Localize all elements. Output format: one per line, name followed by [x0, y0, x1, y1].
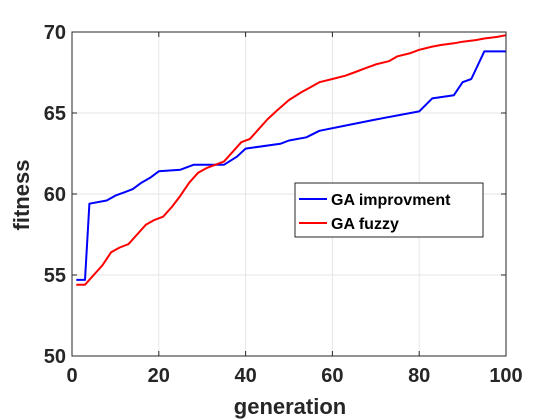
legend-label: GA fuzzy: [331, 216, 399, 233]
y-tick-label: 60: [44, 184, 66, 206]
legend-label: GA improvment: [331, 192, 451, 209]
x-axis-title: generation: [234, 394, 346, 419]
axes: [71, 31, 507, 357]
y-tick-label: 65: [44, 103, 66, 125]
legend-box: [294, 182, 484, 238]
x-tick-label: 60: [321, 365, 343, 387]
y-tick-label: 55: [44, 265, 66, 287]
x-tick-label: 20: [148, 365, 170, 387]
series-lines: [76, 34, 507, 286]
series-line-ga-improvment: [76, 50, 506, 281]
y-axis-title: fitness: [9, 160, 34, 231]
y-tick-label: 70: [44, 22, 66, 44]
y-tick-label: 50: [44, 346, 66, 368]
series-line-ga-fuzzy: [76, 34, 507, 286]
x-tick-label: 80: [408, 365, 430, 387]
x-tick-label: 100: [489, 365, 522, 387]
legend: GA improvment GA fuzzy: [294, 182, 484, 238]
x-tick-label: 40: [234, 365, 256, 387]
x-tick-label: 0: [66, 365, 77, 387]
tick-labels: 0 20 40 60 80 100 50 55 60 65 70: [44, 22, 523, 387]
